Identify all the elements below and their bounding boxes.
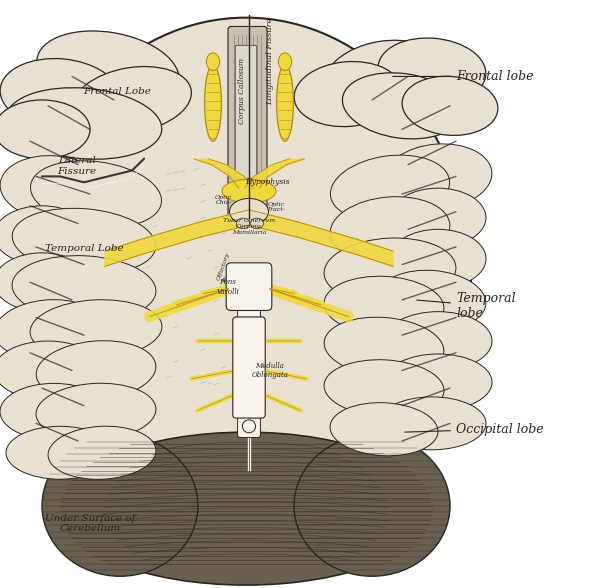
Ellipse shape <box>384 144 492 209</box>
Ellipse shape <box>206 53 220 71</box>
Ellipse shape <box>42 435 198 576</box>
Ellipse shape <box>205 65 221 141</box>
Ellipse shape <box>31 161 161 228</box>
Text: Optic
Chia-: Optic Chia- <box>215 195 232 205</box>
Ellipse shape <box>378 270 486 329</box>
Ellipse shape <box>236 218 250 229</box>
Ellipse shape <box>36 340 156 400</box>
Ellipse shape <box>324 360 444 416</box>
Polygon shape <box>249 210 297 237</box>
Ellipse shape <box>324 238 456 303</box>
Ellipse shape <box>48 426 156 479</box>
Polygon shape <box>201 210 249 237</box>
Ellipse shape <box>294 62 402 126</box>
FancyBboxPatch shape <box>235 45 257 178</box>
Ellipse shape <box>384 354 492 410</box>
Ellipse shape <box>278 53 292 71</box>
Polygon shape <box>357 239 393 266</box>
Ellipse shape <box>0 59 120 129</box>
Ellipse shape <box>402 76 498 135</box>
Ellipse shape <box>30 300 162 359</box>
Ellipse shape <box>277 65 293 141</box>
Ellipse shape <box>378 38 486 103</box>
Ellipse shape <box>294 435 450 576</box>
FancyBboxPatch shape <box>238 265 260 437</box>
Text: Frontal Lobe: Frontal Lobe <box>83 86 151 96</box>
Ellipse shape <box>330 197 450 262</box>
Text: Lateral
Fissure: Lateral Fissure <box>57 156 97 175</box>
Text: Occipital lobe: Occipital lobe <box>405 423 544 436</box>
Ellipse shape <box>330 403 438 456</box>
FancyBboxPatch shape <box>228 26 267 221</box>
Text: Temporal
lobe: Temporal lobe <box>417 292 515 320</box>
Ellipse shape <box>0 300 102 359</box>
Polygon shape <box>141 222 201 255</box>
Ellipse shape <box>21 18 471 535</box>
Ellipse shape <box>384 312 492 370</box>
Ellipse shape <box>0 383 108 440</box>
Text: Medulla
Oblongata: Medulla Oblongata <box>251 362 289 379</box>
Text: Tuber Cinereum
Corpora
Mamillaria: Tuber Cinereum Corpora Mamillaria <box>223 218 275 235</box>
FancyBboxPatch shape <box>226 263 272 310</box>
Text: Olfactory
Tr.: Olfactory Tr. <box>216 252 236 283</box>
Polygon shape <box>297 222 357 255</box>
Ellipse shape <box>37 31 179 110</box>
Text: Corpus Callosum: Corpus Callosum <box>238 58 246 124</box>
Ellipse shape <box>36 383 156 440</box>
Text: Hypophysis: Hypophysis <box>245 178 289 186</box>
Ellipse shape <box>0 341 102 400</box>
Polygon shape <box>105 239 141 266</box>
Ellipse shape <box>73 66 191 133</box>
Ellipse shape <box>6 88 162 159</box>
Ellipse shape <box>0 206 90 265</box>
Ellipse shape <box>222 179 276 203</box>
Ellipse shape <box>324 276 444 335</box>
Text: Optic
Tract-: Optic Tract- <box>266 202 286 212</box>
Ellipse shape <box>0 156 108 220</box>
Ellipse shape <box>325 40 443 113</box>
Text: Temporal Lobe: Temporal Lobe <box>44 243 124 253</box>
Ellipse shape <box>378 397 486 450</box>
Ellipse shape <box>390 229 486 288</box>
Ellipse shape <box>331 155 449 221</box>
Ellipse shape <box>12 256 156 320</box>
Ellipse shape <box>250 218 263 229</box>
Text: Longitudinal Fissure: Longitudinal Fissure <box>266 18 274 105</box>
Text: Under Surface of
Cerebellum: Under Surface of Cerebellum <box>45 514 135 533</box>
Ellipse shape <box>0 100 90 159</box>
FancyBboxPatch shape <box>233 317 265 418</box>
Ellipse shape <box>390 188 486 247</box>
Ellipse shape <box>12 208 156 274</box>
Ellipse shape <box>0 253 90 312</box>
Ellipse shape <box>242 420 256 433</box>
Ellipse shape <box>229 199 269 225</box>
Ellipse shape <box>324 317 444 377</box>
Ellipse shape <box>6 426 114 479</box>
Ellipse shape <box>343 73 461 139</box>
Text: Frontal lobe: Frontal lobe <box>393 70 533 83</box>
Ellipse shape <box>60 432 432 585</box>
Text: Pons
Varolli: Pons Varolli <box>217 278 239 296</box>
